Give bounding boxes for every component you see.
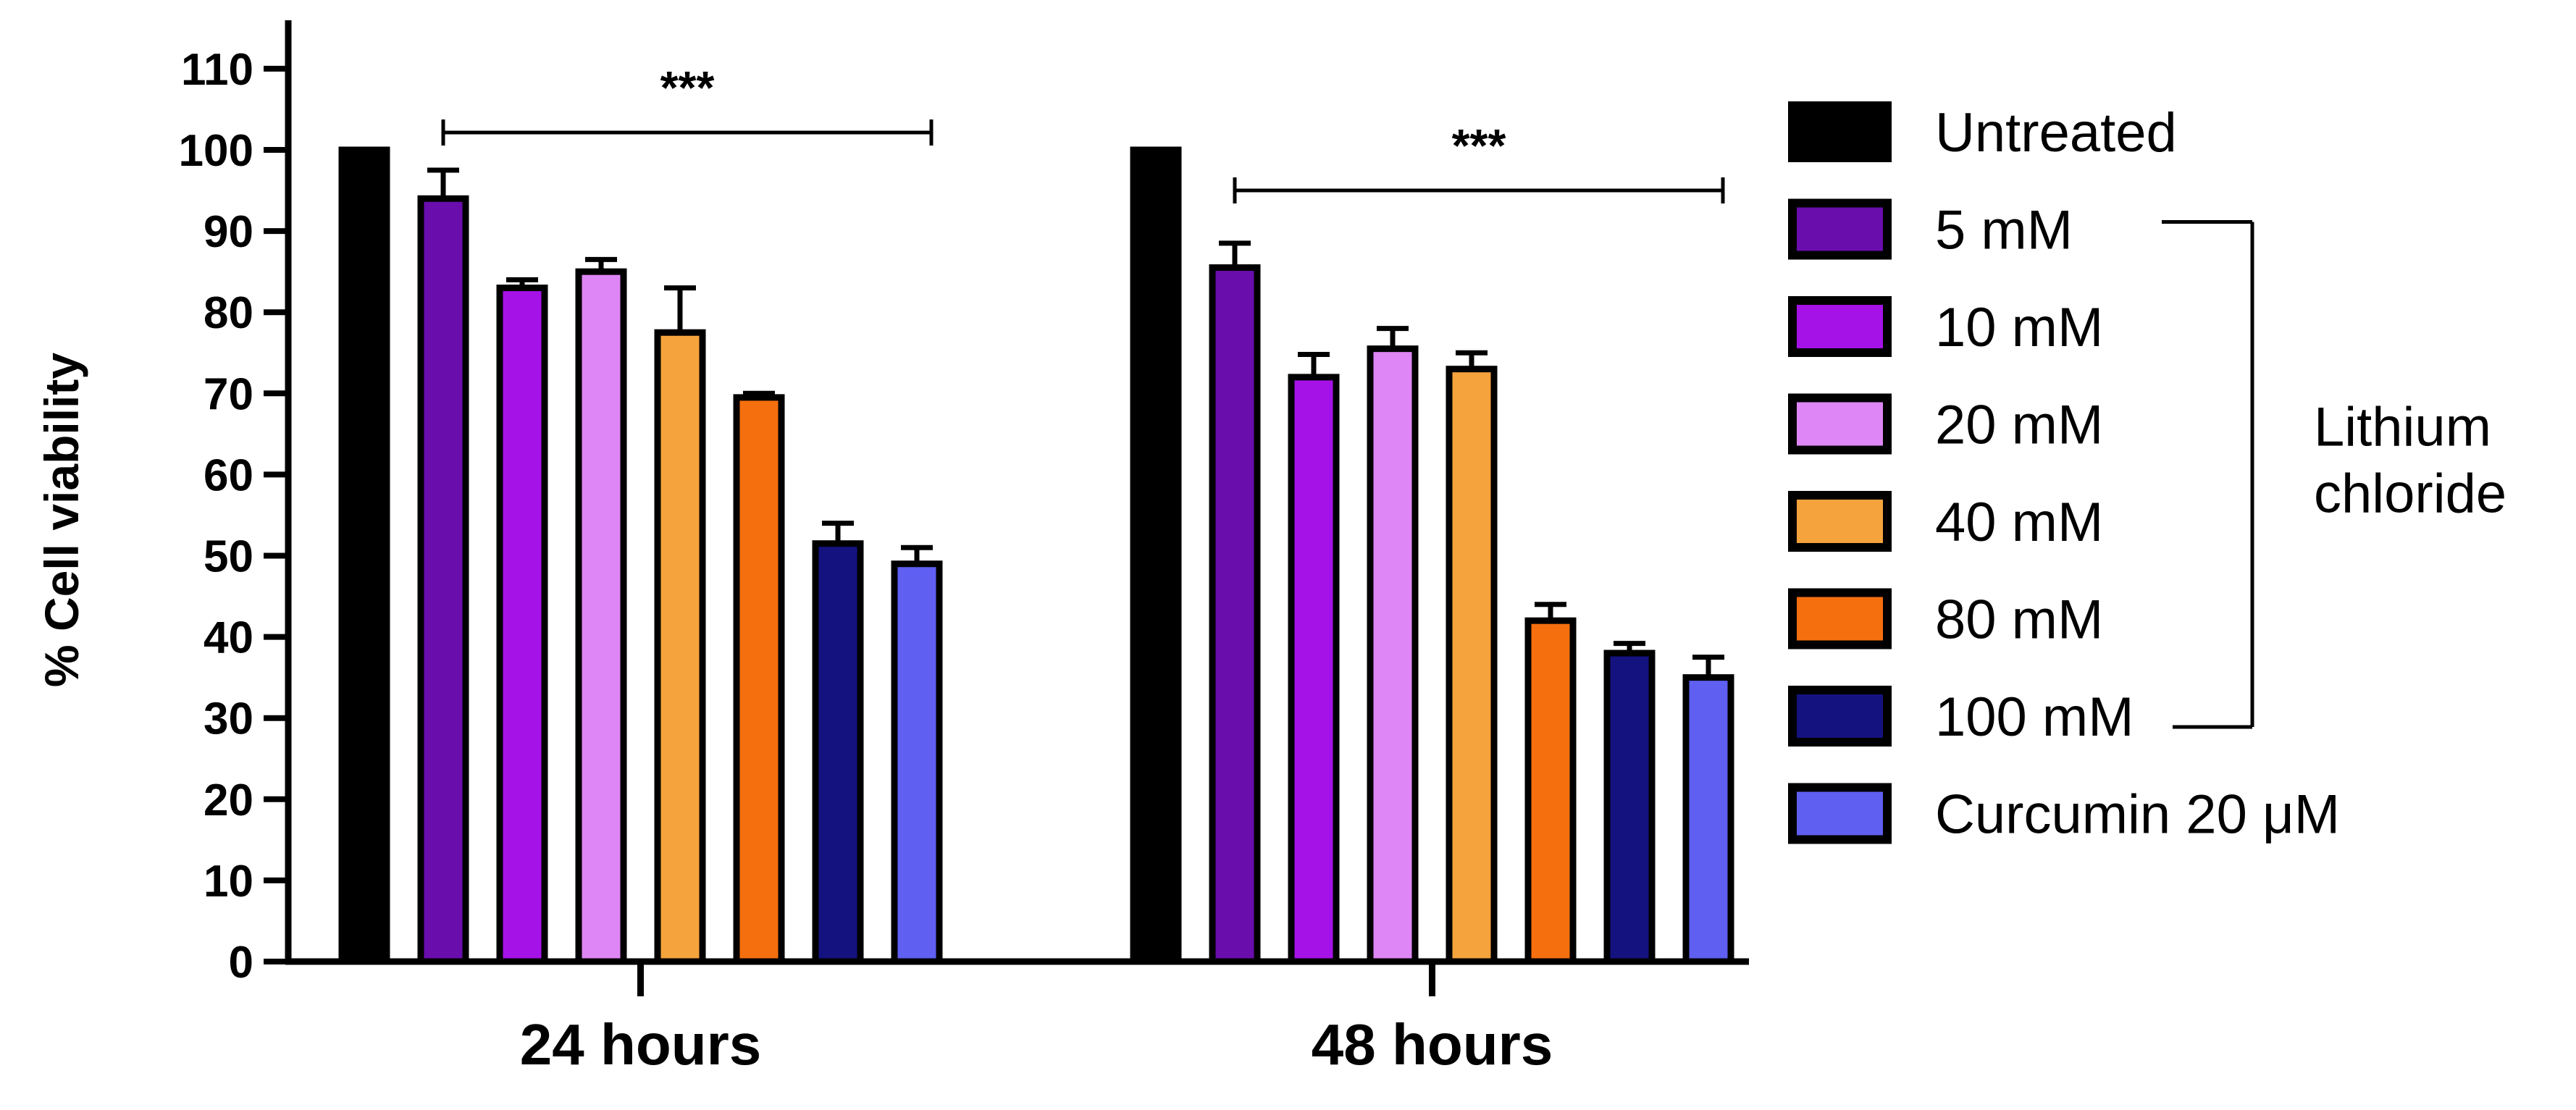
legend-label: Untreated: [1935, 102, 2177, 164]
bars: [338, 146, 1734, 965]
significance-annotations: *** ***: [441, 62, 1725, 203]
bar-2-1: [1288, 374, 1340, 965]
bar-1-0: [417, 195, 469, 965]
bar-4-0: [654, 329, 706, 965]
legend: Untreated 5 mM 10 mM 20 mM 40 mM 80 mM 100 mM C…: [1788, 101, 2506, 846]
y-tick-label: 50: [204, 532, 253, 582]
legend-label: 5 mM: [1935, 200, 2073, 261]
legend-swatch: [1788, 198, 1892, 260]
bar-5-0: [733, 394, 785, 965]
bar-3-1: [1367, 345, 1419, 965]
legend-swatch: [1788, 491, 1892, 552]
bar-6-0: [812, 540, 864, 965]
legend-label: 10 mM: [1935, 297, 2103, 358]
significance-stars: ***: [1452, 119, 1506, 172]
bar-3-0: [575, 268, 627, 965]
y-tick-label: 20: [204, 775, 253, 825]
bar-1-1: [1209, 264, 1261, 965]
legend-group-label-line: Lithium: [2314, 396, 2491, 458]
bar-7-1: [1682, 674, 1734, 965]
y-tick-label: 40: [204, 613, 253, 663]
y-tick-label: 10: [204, 857, 253, 907]
legend-group-label-line: chloride: [2314, 463, 2506, 524]
bar-6-1: [1603, 649, 1656, 965]
legend-swatch: [1788, 686, 1892, 747]
legend-swatch: [1788, 393, 1892, 455]
significance-stars: ***: [660, 62, 715, 114]
bar-7-0: [891, 560, 943, 965]
legend-label: 40 mM: [1935, 492, 2103, 553]
legend-label: Curcumin 20 μM: [1935, 784, 2340, 846]
y-tick-label: 90: [204, 207, 253, 257]
legend-label: 20 mM: [1935, 395, 2103, 456]
x-category-label: 48 hours: [1312, 1012, 1553, 1077]
bar-4-1: [1446, 366, 1498, 965]
legend-swatch: [1788, 588, 1892, 649]
legend-group-label: Lithium chloride: [2314, 396, 2506, 524]
y-tick-label: 60: [204, 450, 253, 500]
bar-0-1: [1130, 146, 1182, 965]
legend-swatch: [1788, 783, 1892, 844]
y-tick-label: 110: [181, 45, 253, 95]
y-tick-label: 100: [179, 126, 253, 176]
y-tick-label: 80: [204, 288, 253, 338]
y-tick-label: 70: [204, 369, 253, 419]
bar-2-0: [496, 285, 548, 965]
bar-5-1: [1524, 617, 1577, 965]
x-category-label: 24 hours: [520, 1012, 761, 1077]
legend-label: 100 mM: [1935, 686, 2134, 748]
legend-label: 80 mM: [1935, 589, 2103, 651]
error-bars: [427, 167, 1724, 678]
y-axis-label: % Cell viability: [35, 353, 88, 687]
bar-0-0: [338, 146, 390, 965]
legend-swatch: [1788, 101, 1892, 162]
legend-swatch: [1788, 296, 1892, 357]
y-tick-label: 0: [229, 938, 253, 988]
y-tick-label: 30: [204, 694, 253, 744]
